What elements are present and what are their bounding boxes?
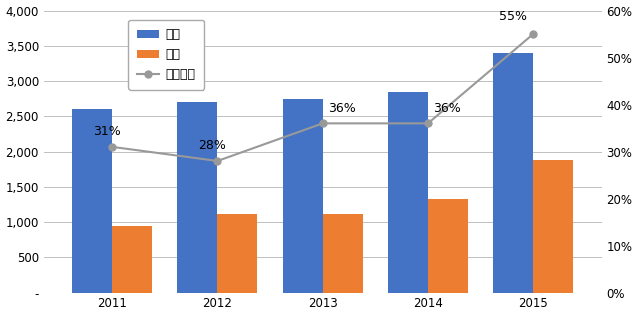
수출비중: [319, 121, 327, 125]
Line: 수출비중: 수출비중: [108, 31, 537, 164]
Bar: [388, 92, 428, 293]
Text: 55%: 55%: [500, 10, 528, 23]
Text: 36%: 36%: [328, 102, 356, 115]
Bar: [323, 214, 362, 293]
수출비중: [108, 145, 116, 149]
수출비중: [530, 32, 537, 36]
Text: 28%: 28%: [198, 139, 226, 152]
Legend: 생산, 수출, 수출비중: 생산, 수출, 수출비중: [128, 20, 204, 90]
Bar: [177, 102, 218, 293]
수출비중: [214, 159, 221, 163]
Bar: [218, 214, 258, 293]
수출비중: [424, 121, 432, 125]
Bar: [72, 109, 112, 293]
Text: 36%: 36%: [433, 102, 461, 115]
Bar: [112, 226, 152, 293]
Text: 31%: 31%: [93, 125, 121, 138]
Bar: [533, 160, 573, 293]
Bar: [493, 53, 533, 293]
Bar: [283, 99, 323, 293]
Bar: [428, 199, 468, 293]
